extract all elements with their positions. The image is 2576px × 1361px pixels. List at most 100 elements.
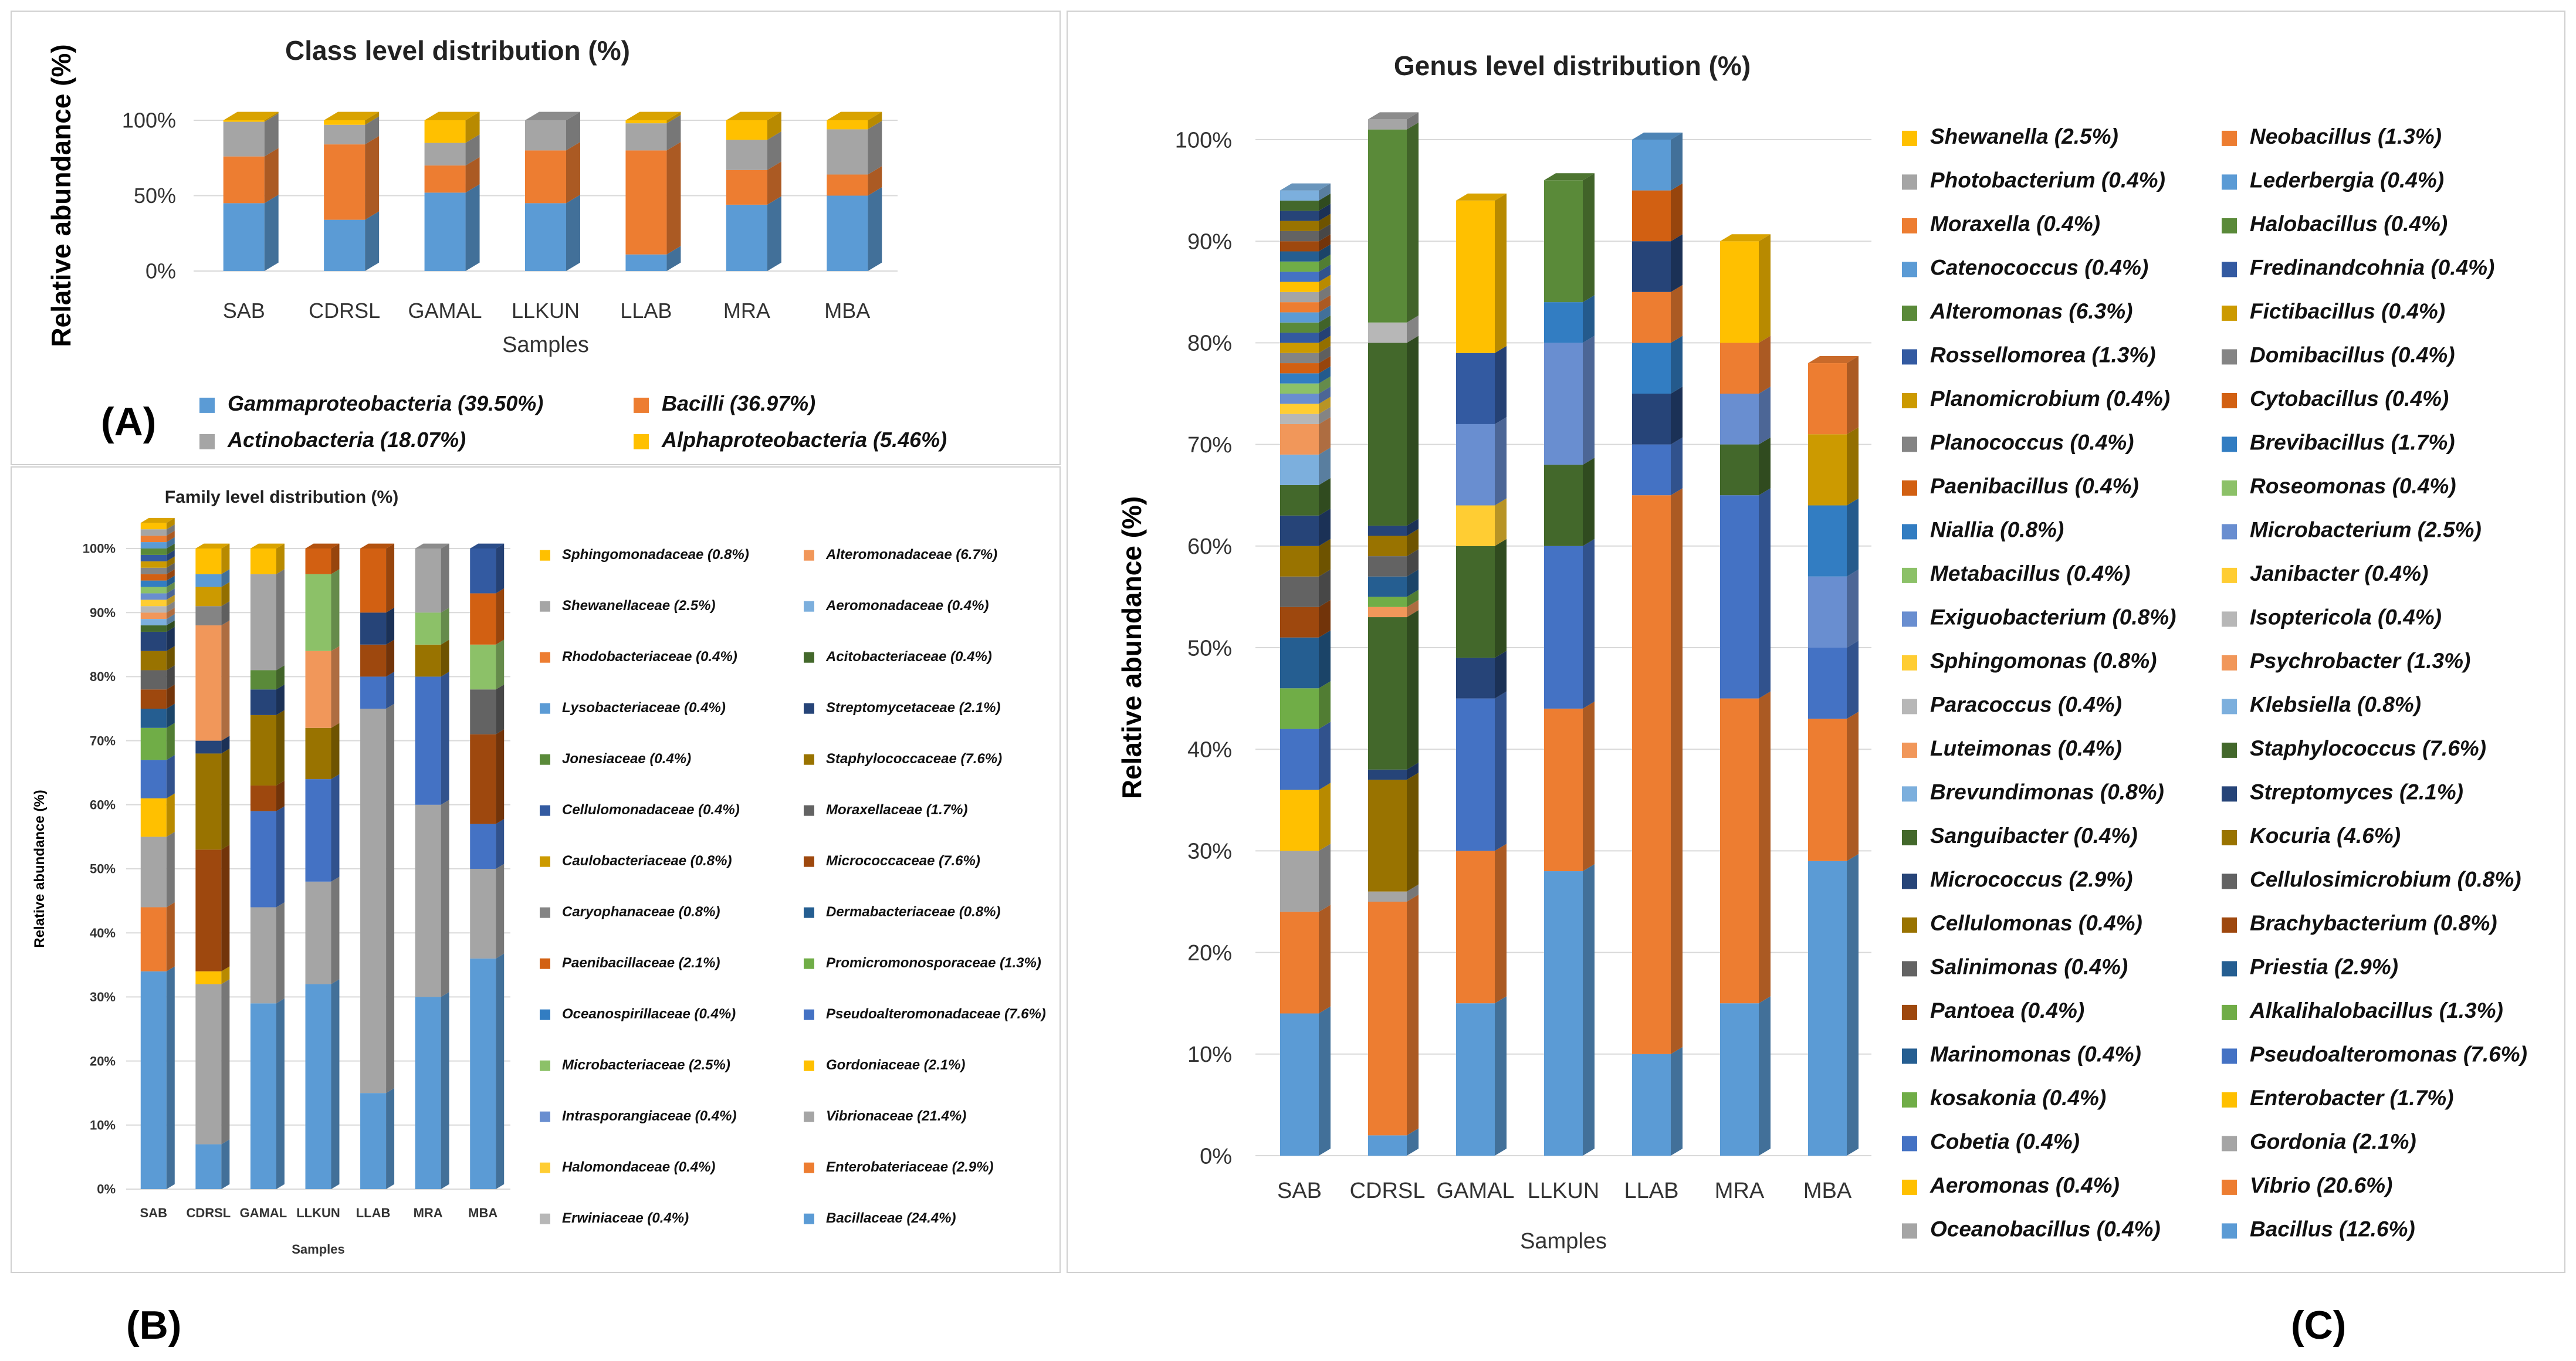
bar-sab-lederbergia xyxy=(1280,312,1319,323)
bar-llkun-gammaproteobacteria xyxy=(525,203,566,271)
bar-gamal-sphingomonadaceae-side xyxy=(276,543,285,574)
bar-sab-brevibacillus xyxy=(1280,373,1319,384)
bar-sab-vibrio-side xyxy=(1319,905,1331,1014)
bar-mra-bacillaceae xyxy=(415,997,441,1189)
bar-mba-pseudoalteromonadaceae-side xyxy=(496,819,505,869)
legend-item-neobacillus: Neobacillus (1.3%) xyxy=(2250,124,2442,148)
bar-llkun-pseudoalteromonas-side xyxy=(1583,539,1595,709)
bar-cdrsl-alteromonas-side xyxy=(1407,122,1419,323)
legend-item-exiguobacterium: Exiguobacterium (0.8%) xyxy=(1930,605,2176,629)
bar-gamal-bacillus xyxy=(1456,1003,1495,1156)
bar-sab-janibacter-side xyxy=(1319,397,1331,414)
bar-mra-bacilli xyxy=(726,170,767,205)
legend-swatch-promicromonosporaceae xyxy=(804,958,814,969)
bar-llab-catenococcus xyxy=(1632,140,1671,191)
bar-cdrsl-streptomycetaceae-side xyxy=(221,736,230,754)
bar-cdrsl-salinimonas-side xyxy=(1407,549,1419,577)
legend-item-domibacillus: Domibacillus (0.4%) xyxy=(2250,343,2455,367)
bar-cdrsl-gordoniaceae xyxy=(195,971,222,984)
legend-swatch-rhodobacteriaceae xyxy=(540,652,550,663)
legend-item-shewanellaceae: Shewanellaceae (2.5%) xyxy=(562,598,715,614)
bar-sab-halomondaceae xyxy=(140,600,167,607)
bar-cdrsl-vibrionaceae-side xyxy=(221,979,230,1145)
bar-mra-gammaproteobacteria-side xyxy=(767,196,781,271)
bar-mba-cellulomonadaceae xyxy=(470,549,496,594)
bar-cdrsl-sphingomonadaceae-side xyxy=(221,543,230,574)
bar-sab-enterobateriaceae xyxy=(140,907,167,971)
bar-top-sab xyxy=(140,517,175,523)
legend-swatch-jonesiaceae xyxy=(540,754,550,765)
bar-llkun-niallia-side xyxy=(1583,295,1595,343)
bar-mba-pseudoalteromonas xyxy=(1808,648,1847,719)
bar-sab-erwiniaceae-side xyxy=(166,601,175,613)
bar-mba-pseudoalteromonadaceae xyxy=(470,824,496,869)
bar-cdrsl-micrococcaceae xyxy=(195,849,222,971)
x-tick-label: SAB xyxy=(1277,1179,1322,1203)
legend-item-planococcus: Planococcus (0.4%) xyxy=(1930,431,2134,455)
bar-sab-alphaproteobacteria xyxy=(223,120,265,122)
bar-sab-fredinandcohnia xyxy=(1280,333,1319,343)
y-tick-label: 10% xyxy=(1187,1042,1232,1067)
bar-sab-caulobacteriaceae xyxy=(140,561,167,568)
bar-mba-bacilli xyxy=(827,174,868,196)
bar-mba-gammaproteobacteria xyxy=(827,195,868,271)
bar-sab-gammaproteobacteria-side xyxy=(264,194,279,271)
bar-sab-streptomycetaceae-side xyxy=(166,627,175,651)
legend-item-luteimonas: Luteimonas (0.4%) xyxy=(1930,736,2122,760)
bar-sab-bacilli-side xyxy=(264,148,279,204)
bar-sab-actinobacteria xyxy=(223,121,265,157)
panel-label-a: (A) xyxy=(101,400,157,444)
legend-swatch-bacillus xyxy=(2222,1223,2237,1239)
bar-llab-vibrio-side xyxy=(1671,488,1683,1054)
bar-cdrsl-staphylococcaceae-side xyxy=(221,749,230,850)
bar-sab-micrococcaceae-side xyxy=(166,684,175,709)
bar-mra-pseudoalteromonadaceae-side xyxy=(441,672,449,805)
bar-llab-paenibacillus-side xyxy=(1671,183,1683,242)
bar-gamal-streptomycetaceae-side xyxy=(276,684,285,715)
legend-swatch-caulobacteriaceae xyxy=(540,856,550,867)
bar-mra-staphylococcaceae-side xyxy=(441,639,449,677)
bar-cdrsl-alteromonas xyxy=(1368,129,1407,323)
legend-item-kosakonia: kosakonia (0.4%) xyxy=(1930,1086,2106,1110)
bar-mra-moraxella-side xyxy=(1759,336,1771,394)
bar-llkun-pseudoalteromonas xyxy=(1544,546,1583,709)
legend-item-paracoccus: Paracoccus (0.4%) xyxy=(1930,693,2122,717)
legend-item-photobacterium: Photobacterium (0.4%) xyxy=(1930,168,2165,192)
bar-sab-staphylococcus xyxy=(1280,485,1319,516)
bar-sab-rhodobacteriaceae xyxy=(140,536,167,543)
legend-swatch-priestia xyxy=(2222,961,2237,977)
bar-llab-vibrionaceae xyxy=(360,709,387,1093)
bar-mba-bacilli-side xyxy=(868,166,882,196)
legend-item-salinimonas: Salinimonas (0.4%) xyxy=(1930,955,2128,979)
bar-sab-pantoea xyxy=(1280,241,1319,252)
legend-item-paenibacillaceae: Paenibacillaceae (2.1%) xyxy=(562,955,720,971)
bar-gamal-staphylococcus xyxy=(1456,546,1495,658)
y-axis-label: Relative abundance (%) xyxy=(46,44,76,347)
bar-mba-microbacteriaceae-side xyxy=(496,639,505,690)
legend-swatch-fictibacillus xyxy=(2222,305,2237,321)
legend-item-streptomyces: Streptomyces (2.1%) xyxy=(2250,780,2463,804)
legend-swatch-cytobacillus xyxy=(2222,392,2237,408)
x-tick-label: CDRSL xyxy=(309,299,380,323)
legend-item-rossellomorea: Rossellomorea (1.3%) xyxy=(1930,343,2156,367)
legend-swatch-aeromonas xyxy=(1902,1179,1917,1195)
bar-sab-kocuria xyxy=(1280,546,1319,577)
bar-sab-neobacillus xyxy=(1280,302,1319,313)
legend-item-staphylococcaceae: Staphylococcaceae (7.6%) xyxy=(826,751,1002,767)
legend-item-bacilli: Bacilli (36.97%) xyxy=(662,391,815,415)
bar-gamal-bacilli xyxy=(424,165,466,193)
bar-sab-dermabacteriaceae-side xyxy=(166,703,175,728)
legend-item-pseudoalteromonadaceae: Pseudoalteromonadaceae (7.6%) xyxy=(826,1006,1046,1022)
bar-sab-neobacillus-side xyxy=(1319,295,1331,313)
y-tick-label: 0% xyxy=(145,259,176,283)
bar-sab-micrococcus-side xyxy=(1319,204,1331,221)
bar-mra-alphaproteobacteria-side xyxy=(767,111,781,140)
legend-swatch-salinimonas xyxy=(1902,961,1917,977)
bar-cdrsl-streptomycetaceae xyxy=(195,740,222,754)
bar-llkun-gammaproteobacteria-side xyxy=(566,194,580,271)
bar-cdrsl-gordonia xyxy=(1368,891,1407,902)
legend-item-moraxellaceae: Moraxellaceae (1.7%) xyxy=(826,802,967,818)
legend-swatch-micrococcus xyxy=(1902,874,1917,889)
bar-sab-halomondaceae-side xyxy=(166,594,175,607)
legend-item-moraxella: Moraxella (0.4%) xyxy=(1930,212,2100,236)
